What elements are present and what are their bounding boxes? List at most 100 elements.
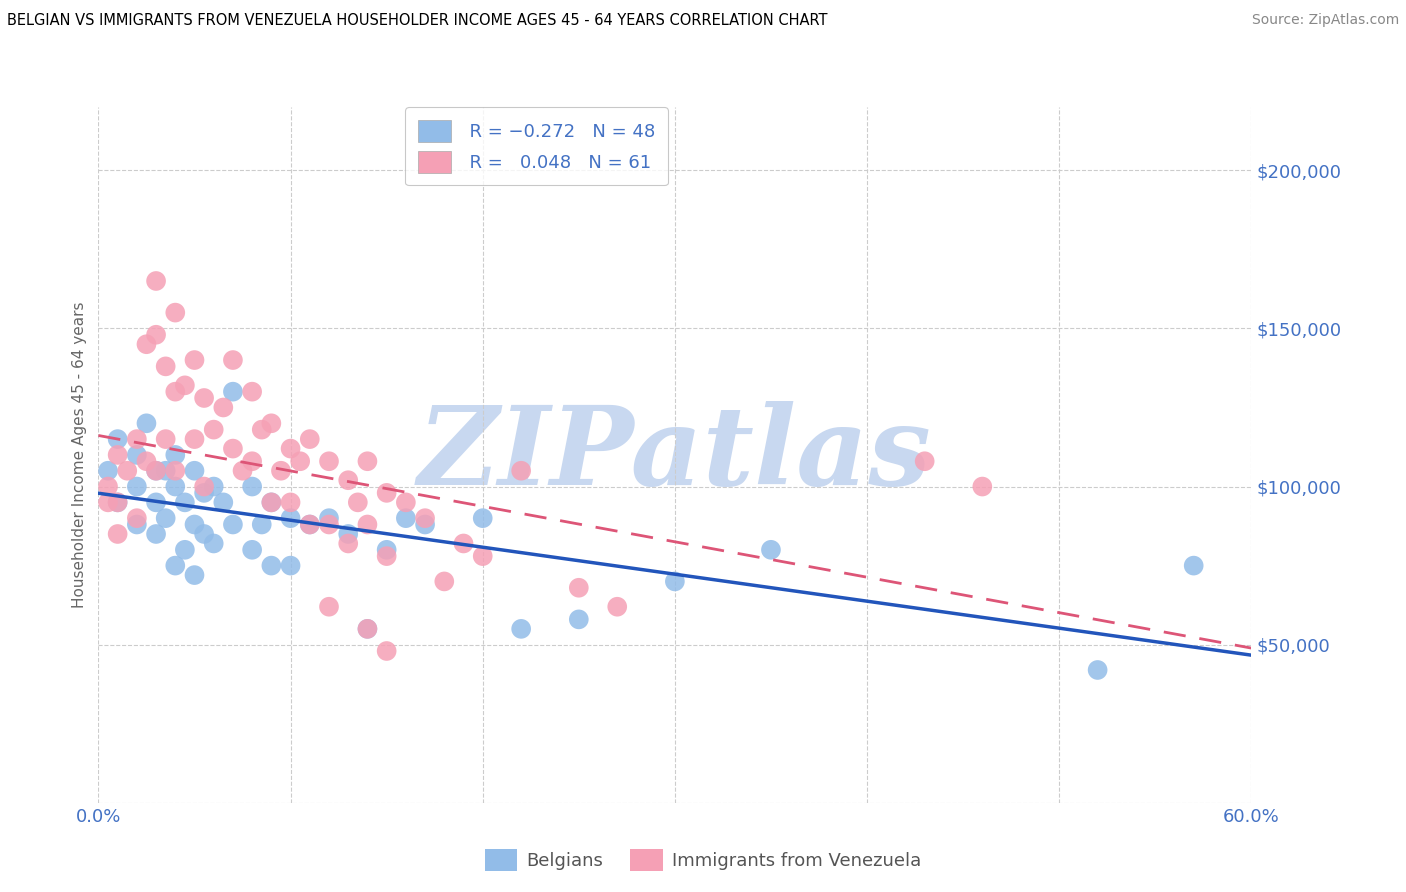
Point bbox=[280, 511, 302, 525]
Y-axis label: Householder Income Ages 45 - 64 years: Householder Income Ages 45 - 64 years bbox=[72, 301, 87, 608]
Text: BELGIAN VS IMMIGRANTS FROM VENEZUELA HOUSEHOLDER INCOME AGES 45 - 64 YEARS CORRE: BELGIAN VS IMMIGRANTS FROM VENEZUELA HOU… bbox=[7, 13, 828, 29]
Point bbox=[298, 432, 321, 446]
Point bbox=[193, 479, 215, 493]
Point bbox=[260, 417, 283, 431]
Point bbox=[222, 442, 245, 456]
Point bbox=[107, 495, 129, 509]
Point bbox=[145, 327, 167, 342]
Point bbox=[260, 495, 283, 509]
Point bbox=[568, 581, 591, 595]
Point bbox=[202, 479, 225, 493]
Point bbox=[231, 464, 254, 478]
Point bbox=[135, 454, 157, 468]
Point bbox=[471, 511, 494, 525]
Point bbox=[165, 479, 187, 493]
Point bbox=[165, 384, 187, 399]
Point bbox=[145, 274, 167, 288]
Point bbox=[972, 479, 994, 493]
Point bbox=[125, 517, 148, 532]
Point bbox=[165, 305, 187, 319]
Point bbox=[145, 495, 167, 509]
Point bbox=[510, 464, 533, 478]
Point bbox=[375, 549, 398, 563]
Point bbox=[155, 359, 177, 374]
Point bbox=[1182, 558, 1205, 573]
Point bbox=[183, 432, 205, 446]
Point bbox=[222, 353, 245, 368]
Point bbox=[145, 527, 167, 541]
Point bbox=[240, 479, 263, 493]
Point bbox=[260, 495, 283, 509]
Legend:   R = −0.272   N = 48,   R =   0.048   N = 61: R = −0.272 N = 48, R = 0.048 N = 61 bbox=[405, 107, 668, 186]
Point bbox=[270, 464, 292, 478]
Point bbox=[183, 568, 205, 582]
Point bbox=[318, 511, 340, 525]
Point bbox=[318, 454, 340, 468]
Point bbox=[1087, 663, 1109, 677]
Point bbox=[165, 448, 187, 462]
Point bbox=[183, 353, 205, 368]
Point bbox=[125, 432, 148, 446]
Point bbox=[193, 527, 215, 541]
Point bbox=[280, 442, 302, 456]
Point bbox=[107, 448, 129, 462]
Point bbox=[240, 542, 263, 557]
Point bbox=[97, 464, 120, 478]
Point bbox=[107, 432, 129, 446]
Point bbox=[395, 511, 418, 525]
Point bbox=[250, 517, 273, 532]
Point bbox=[165, 464, 187, 478]
Point bbox=[145, 464, 167, 478]
Point bbox=[202, 536, 225, 550]
Point bbox=[250, 423, 273, 437]
Point bbox=[356, 517, 378, 532]
Point bbox=[346, 495, 368, 509]
Point bbox=[155, 464, 177, 478]
Point bbox=[174, 495, 197, 509]
Point bbox=[471, 549, 494, 563]
Point bbox=[337, 473, 360, 487]
Point bbox=[117, 464, 139, 478]
Point bbox=[356, 622, 378, 636]
Point bbox=[202, 423, 225, 437]
Point bbox=[135, 337, 157, 351]
Point bbox=[212, 401, 235, 415]
Point bbox=[212, 495, 235, 509]
Point bbox=[606, 599, 628, 614]
Point bbox=[375, 644, 398, 658]
Point bbox=[290, 454, 312, 468]
Text: ZIPatlas: ZIPatlas bbox=[418, 401, 932, 508]
Point bbox=[174, 542, 197, 557]
Point bbox=[568, 612, 591, 626]
Point bbox=[260, 558, 283, 573]
Point bbox=[107, 495, 129, 509]
Point bbox=[453, 536, 475, 550]
Point bbox=[125, 511, 148, 525]
Point bbox=[759, 542, 782, 557]
Point bbox=[318, 599, 340, 614]
Point bbox=[174, 378, 197, 392]
Point bbox=[356, 454, 378, 468]
Point bbox=[165, 558, 187, 573]
Point bbox=[337, 527, 360, 541]
Point bbox=[97, 495, 120, 509]
Point bbox=[395, 495, 418, 509]
Point bbox=[413, 511, 436, 525]
Point bbox=[433, 574, 456, 589]
Point bbox=[375, 486, 398, 500]
Point bbox=[298, 517, 321, 532]
Point bbox=[413, 517, 436, 532]
Point bbox=[664, 574, 686, 589]
Point bbox=[107, 527, 129, 541]
Point bbox=[193, 391, 215, 405]
Point bbox=[183, 517, 205, 532]
Point bbox=[135, 417, 157, 431]
Point bbox=[183, 464, 205, 478]
Point bbox=[280, 495, 302, 509]
Text: Source: ZipAtlas.com: Source: ZipAtlas.com bbox=[1251, 13, 1399, 28]
Point bbox=[375, 542, 398, 557]
Point bbox=[125, 479, 148, 493]
Point bbox=[240, 454, 263, 468]
Point bbox=[125, 448, 148, 462]
Point bbox=[318, 517, 340, 532]
